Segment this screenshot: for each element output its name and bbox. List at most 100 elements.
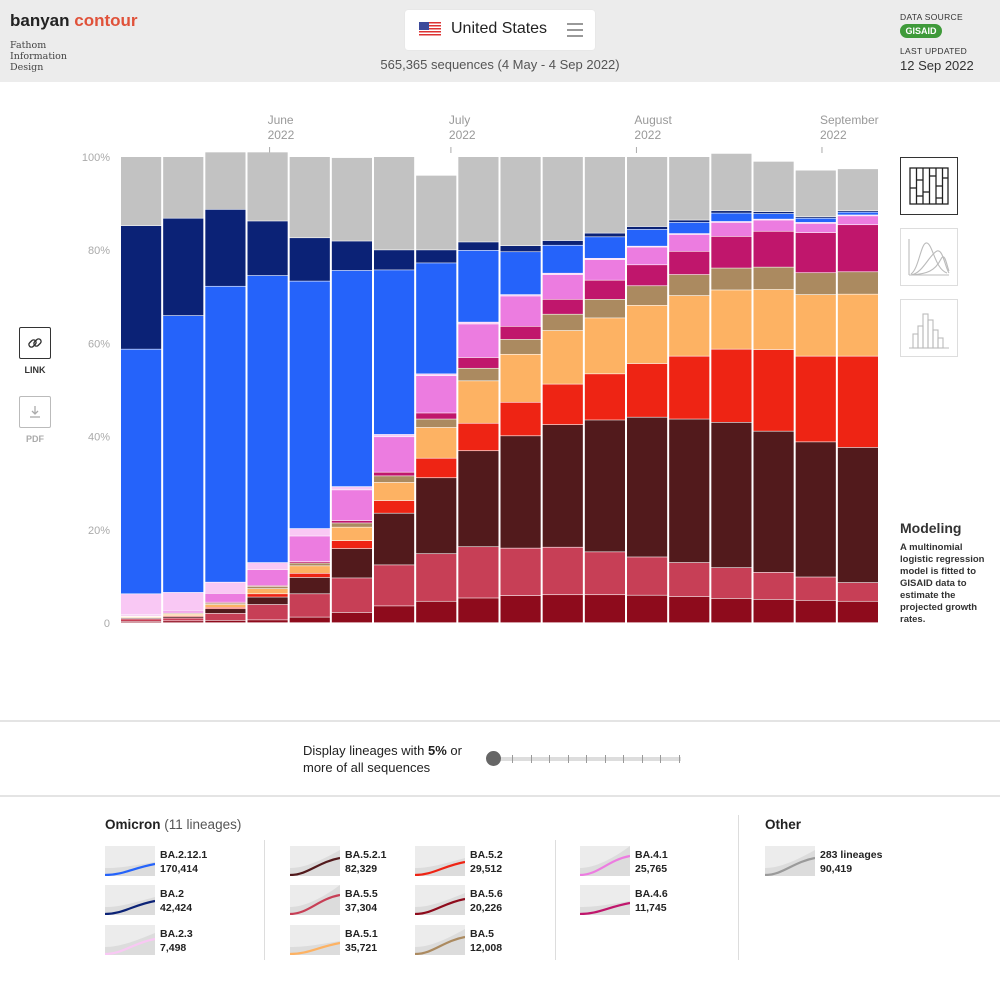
bar-segment-Other[interactable] [121,157,162,226]
bar-segment-BA.2.3[interactable] [121,594,162,615]
bar-segment-Other[interactable] [627,157,668,227]
bar-segment-BA.5.5[interactable] [374,565,415,606]
bar-segment-BA.2[interactable] [669,220,710,223]
bar-segment-BA.2.3[interactable] [374,434,415,437]
bar-segment-BA.2.12.1[interactable] [711,213,752,222]
menu-icon[interactable] [567,23,583,37]
bar-segment-Other[interactable] [711,153,752,211]
bar-segment-BA.2.12.1[interactable] [416,263,457,374]
lineage-item[interactable]: BA.4.1 25,765 [580,846,730,880]
bar-segment-BA.5.6[interactable] [331,612,372,623]
week-column[interactable] [500,157,541,623]
bar-segment-BA.4.6[interactable] [711,236,752,268]
bar-segment-BA.5.2.1[interactable] [711,422,752,568]
bar-segment-BA.5.6[interactable] [458,598,499,623]
bar-segment-BA.4.1[interactable] [542,274,583,299]
lineage-item[interactable]: BA.5.1 35,721 [290,925,440,959]
bar-segment-BA.4.1[interactable] [163,611,204,613]
bar-segment-BA.2.12.1[interactable] [627,229,668,246]
bar-segment-Other[interactable] [374,157,415,250]
bar-segment-Other[interactable] [205,152,246,210]
lineage-item[interactable]: BA.5 12,008 [415,925,565,959]
bar-segment-BA.4.1[interactable] [247,569,288,586]
bar-segment-BA.5.6[interactable] [753,599,794,623]
bar-segment-Other[interactable] [458,157,499,242]
bar-segment-BA.2.3[interactable] [331,486,372,490]
bar-segment-BA.5.5[interactable] [584,552,625,595]
bar-segment-BA.5.1[interactable] [458,381,499,423]
bar-segment-BA.5.2[interactable] [500,402,541,436]
bar-segment-BA.5.1[interactable] [374,482,415,501]
bar-segment-BA.5.5[interactable] [669,562,710,597]
bar-segment-BA.2.12.1[interactable] [121,349,162,594]
bar-segment-BA.5.5[interactable] [331,578,372,613]
bar-segment-BA.5.6[interactable] [795,600,836,623]
bar-segment-BA.5.6[interactable] [627,595,668,623]
bar-segment-BA.5.6[interactable] [500,595,541,623]
week-column[interactable] [331,157,372,623]
bar-segment-BA.5.2.1[interactable] [627,417,668,557]
bar-segment-BA.2.12.1[interactable] [837,212,878,215]
lineage-item[interactable]: BA.2.12.1 170,414 [105,846,255,880]
bar-segment-BA.2[interactable] [711,211,752,213]
bar-segment-BA.2.12.1[interactable] [542,245,583,273]
week-column[interactable] [542,157,583,623]
bar-segment-BA.2[interactable] [584,233,625,237]
bar-segment-BA.5[interactable] [500,339,541,354]
week-column[interactable] [247,152,288,623]
bar-segment-BA.4.6[interactable] [837,225,878,272]
bar-segment-BA.5.1[interactable] [627,305,668,364]
bar-segment-BA.5[interactable] [837,272,878,294]
lineage-item[interactable]: BA.5.5 37,304 [290,885,440,919]
bar-segment-BA.5[interactable] [416,419,457,428]
bar-segment-BA.5.2.1[interactable] [669,419,710,563]
bar-segment-BA.2[interactable] [247,221,288,276]
bar-segment-BA.2.12.1[interactable] [584,237,625,258]
week-column[interactable] [627,157,668,623]
bar-segment-BA.2.12.1[interactable] [753,213,794,219]
lineage-item[interactable]: 283 lineages 90,419 [765,846,915,880]
bar-segment-BA.5.2[interactable] [711,349,752,423]
week-column[interactable] [205,152,246,623]
bar-segment-BA.2[interactable] [458,242,499,251]
bar-segment-BA.2.3[interactable] [205,582,246,594]
bar-segment-BA.4.1[interactable] [795,223,836,233]
bar-segment-BA.2[interactable] [837,211,878,212]
week-column[interactable] [753,161,794,623]
bar-segment-Other[interactable] [795,170,836,217]
week-column[interactable] [416,175,457,623]
bar-segment-BA.5.2[interactable] [627,363,668,417]
bar-segment-BA.5.2[interactable] [795,356,836,442]
week-column[interactable] [711,153,752,623]
bar-segment-BA.5.1[interactable] [837,294,878,356]
bar-segment-BA.5.2.1[interactable] [331,548,372,578]
bar-segment-BA.5.1[interactable] [500,354,541,402]
bar-segment-Other[interactable] [584,157,625,233]
bar-segment-BA.5[interactable] [711,268,752,290]
bar-segment-BA.5[interactable] [753,267,794,290]
lineage-item[interactable]: BA.5.2 29,512 [415,846,565,880]
bar-segment-BA.5.6[interactable] [374,606,415,623]
country-selector[interactable]: United States [405,10,595,50]
week-column[interactable] [837,169,878,623]
bar-segment-BA.2[interactable] [289,238,330,281]
bar-segment-BA.5.1[interactable] [584,318,625,374]
bar-segment-BA.5.2[interactable] [374,500,415,513]
bar-segment-BA.2[interactable] [121,225,162,349]
bar-segment-Other[interactable] [500,157,541,246]
bar-segment-BA.4.1[interactable] [374,437,415,472]
bar-segment-Other[interactable] [542,157,583,241]
bar-segment-BA.5.2.1[interactable] [458,451,499,547]
byline[interactable]: Fathom Information Design [10,40,68,73]
lineage-item[interactable]: BA.2 42,424 [105,885,255,919]
bar-segment-BA.2[interactable] [500,246,541,252]
bar-segment-BA.4.6[interactable] [374,472,415,476]
bar-segment-BA.4.1[interactable] [289,536,330,562]
bar-segment-Other[interactable] [331,157,372,241]
bar-segment-BA.5.2.1[interactable] [795,442,836,577]
bar-segment-BA.5.6[interactable] [289,617,330,623]
bar-segment-BA.5.6[interactable] [837,601,878,623]
bar-segment-BA.4.1[interactable] [753,220,794,231]
bar-segment-BA.5.2.1[interactable] [416,478,457,554]
pdf-button[interactable] [19,396,51,428]
